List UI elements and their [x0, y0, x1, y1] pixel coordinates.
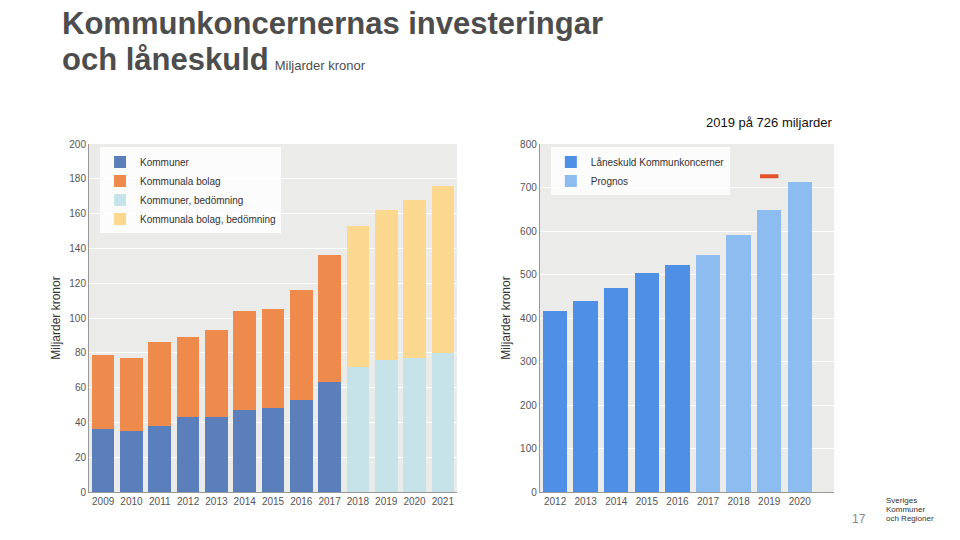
svg-text:2010: 2010 [120, 496, 143, 507]
html-text:Miljarder kronor: Miljarder kronor [274, 58, 365, 73]
svg-text:2020: 2020 [789, 496, 812, 507]
svg-text:2015: 2015 [636, 496, 659, 507]
html-text:Sveriges: Sveriges [886, 496, 918, 505]
svg-text:400: 400 [520, 313, 537, 324]
svg-text:2013: 2013 [575, 496, 598, 507]
svg-text:20: 20 [75, 452, 87, 463]
svg-text:200: 200 [69, 139, 86, 150]
svg-text:2012: 2012 [544, 496, 567, 507]
svg-text:300: 300 [520, 356, 537, 367]
html-text:17: 17 [852, 512, 866, 526]
html-text:Kommunkoncernernas investering: Kommunkoncernernas investeringar [62, 6, 603, 41]
svg-text:600: 600 [520, 226, 537, 237]
svg-text:160: 160 [69, 208, 86, 219]
svg-text:100: 100 [69, 313, 86, 324]
svg-text:2019: 2019 [758, 496, 781, 507]
svg-text:2009: 2009 [92, 496, 115, 507]
svg-text:Kommunala bolag: Kommunala bolag [140, 176, 221, 187]
svg-text:2018: 2018 [347, 496, 370, 507]
svg-text:500: 500 [520, 269, 537, 280]
svg-text:2016: 2016 [290, 496, 313, 507]
html-text:Kommuner: Kommuner [886, 505, 926, 514]
svg-text:2021: 2021 [432, 496, 455, 507]
svg-text:Kommuner, bedömning: Kommuner, bedömning [140, 195, 243, 206]
svg-text:2017: 2017 [697, 496, 720, 507]
svg-text:40: 40 [75, 417, 87, 428]
html-text:och låneskuld: och låneskuld [62, 42, 269, 77]
svg-text:700: 700 [520, 182, 537, 193]
svg-text:180: 180 [69, 173, 86, 184]
svg-text:Kommunala bolag, bedömning: Kommunala bolag, bedömning [140, 214, 276, 225]
svg-text:2020: 2020 [403, 496, 426, 507]
svg-text:80: 80 [75, 347, 87, 358]
svg-text:0: 0 [80, 487, 86, 498]
svg-text:Kommuner: Kommuner [140, 157, 190, 168]
svg-text:120: 120 [69, 278, 86, 289]
svg-text:2019 på 726 miljarder: 2019 på 726 miljarder [706, 115, 832, 130]
svg-text:2017: 2017 [318, 496, 341, 507]
svg-text:2016: 2016 [666, 496, 689, 507]
svg-text:60: 60 [75, 382, 87, 393]
svg-text:Miljarder kronor: Miljarder kronor [499, 276, 513, 359]
svg-text:2019: 2019 [375, 496, 398, 507]
svg-text:140: 140 [69, 243, 86, 254]
html-text:och Regioner: och Regioner [886, 514, 934, 523]
svg-text:200: 200 [520, 400, 537, 411]
svg-text:2018: 2018 [727, 496, 750, 507]
svg-text:Låneskuld Kommunkoncerner: Låneskuld Kommunkoncerner [591, 157, 725, 168]
svg-text:2015: 2015 [262, 496, 285, 507]
svg-text:100: 100 [520, 443, 537, 454]
svg-text:Miljarder kronor: Miljarder kronor [49, 276, 63, 359]
svg-text:2013: 2013 [205, 496, 228, 507]
svg-text:2011: 2011 [149, 496, 171, 507]
svg-text:Prognos: Prognos [591, 176, 628, 187]
svg-text:0: 0 [531, 487, 537, 498]
svg-text:800: 800 [520, 139, 537, 150]
svg-text:2014: 2014 [605, 496, 628, 507]
svg-text:2012: 2012 [177, 496, 200, 507]
svg-text:2014: 2014 [234, 496, 257, 507]
